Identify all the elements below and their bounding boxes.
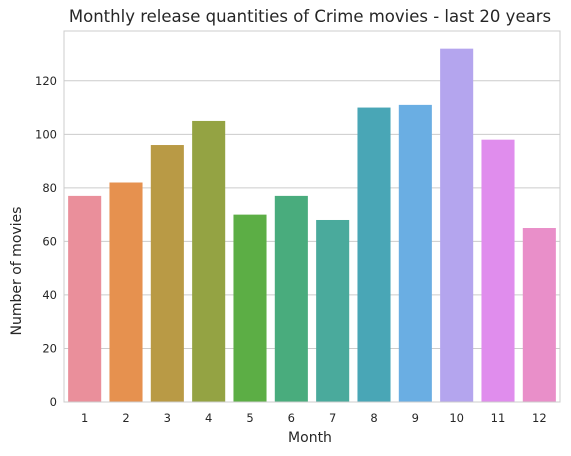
- y-tick-label: 120: [35, 74, 57, 88]
- x-tick-label: 5: [246, 411, 253, 425]
- bar-month-11: [481, 139, 515, 403]
- bar-month-3: [150, 145, 184, 402]
- chart-title: Monthly release quantities of Crime movi…: [69, 7, 551, 26]
- bar-month-8: [357, 107, 391, 403]
- x-tick-label: 12: [532, 411, 547, 425]
- x-tick-label: 8: [370, 411, 377, 425]
- x-tick-label: 3: [164, 411, 171, 425]
- x-tick-label: 11: [491, 411, 506, 425]
- bar-month-5: [233, 214, 267, 402]
- y-axis-label: Number of movies: [9, 207, 25, 336]
- bars: [68, 48, 556, 403]
- bar-month-10: [440, 48, 474, 403]
- bar-month-6: [274, 195, 308, 402]
- bar-month-2: [109, 182, 143, 402]
- x-tick-label: 4: [205, 411, 212, 425]
- y-tick-label: 40: [42, 288, 57, 302]
- x-tick-label: 2: [122, 411, 129, 425]
- y-tick-label: 20: [42, 341, 57, 355]
- bar-month-12: [522, 228, 556, 402]
- y-tick-label: 0: [50, 395, 57, 409]
- plot-frame: [63, 30, 561, 403]
- x-tick-label: 9: [412, 411, 419, 425]
- y-tick-label: 80: [42, 181, 57, 195]
- bar-month-1: [68, 195, 102, 402]
- bar-month-9: [398, 104, 432, 402]
- x-tick-label: 7: [329, 411, 336, 425]
- y-tick-labels: 0 20 40 60 80 100 120: [35, 74, 57, 409]
- bar-month-7: [316, 219, 350, 402]
- x-axis-label: Month: [288, 430, 332, 446]
- x-tick-label: 1: [81, 411, 88, 425]
- x-tick-label: 6: [288, 411, 295, 425]
- y-tick-label: 60: [42, 234, 57, 248]
- y-tick-label: 100: [35, 127, 57, 141]
- x-tick-labels: 1 2 3 4 5 6 7 8 9 10 11 12: [81, 411, 547, 425]
- x-tick-label: 10: [449, 411, 464, 425]
- bar-month-4: [192, 120, 226, 402]
